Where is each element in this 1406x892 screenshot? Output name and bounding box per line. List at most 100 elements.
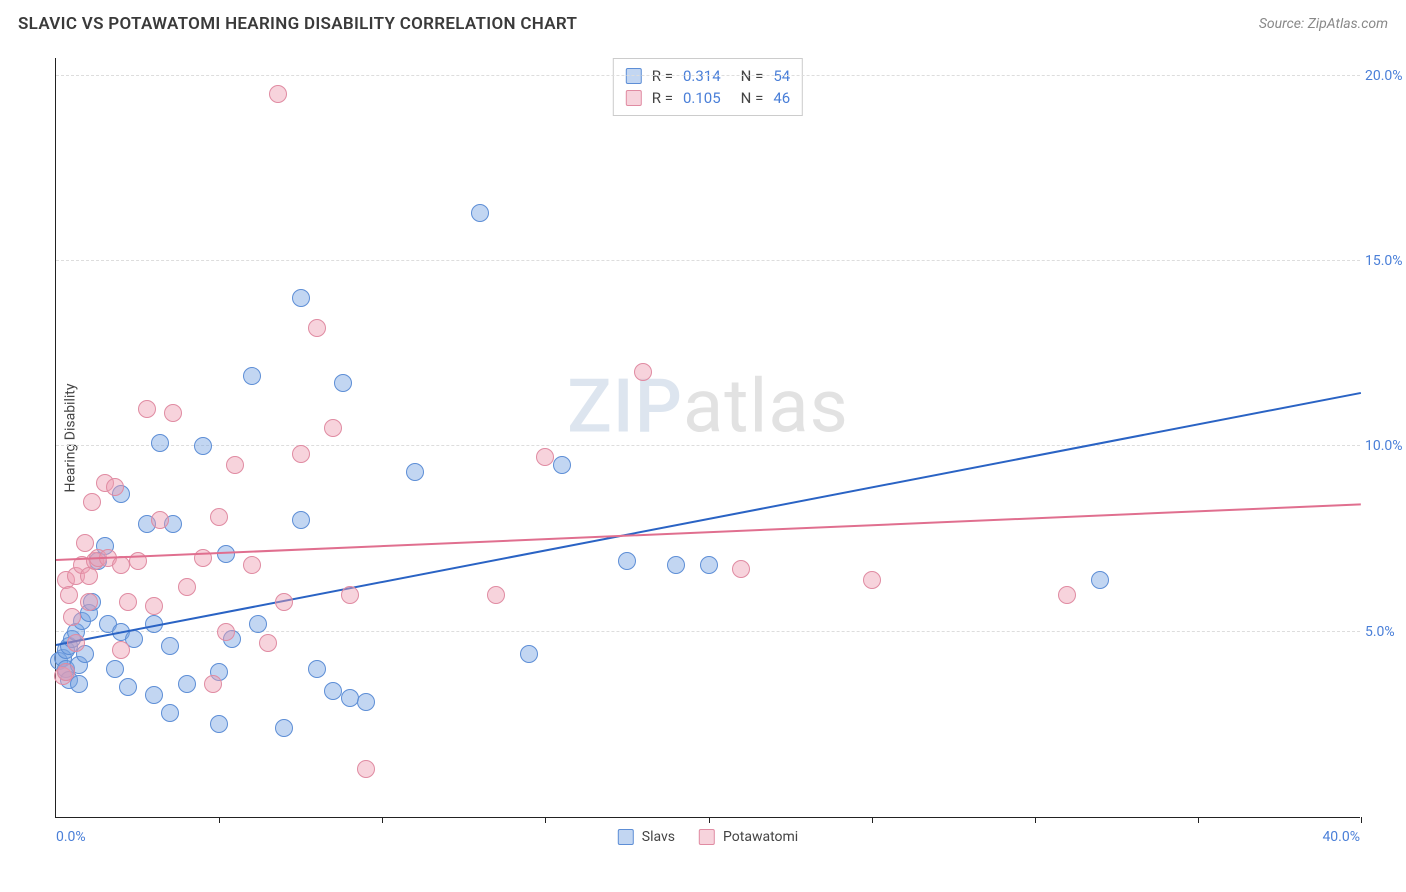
x-tick [709, 817, 710, 823]
scatter-point [618, 552, 636, 570]
scatter-point [471, 204, 489, 222]
x-tick [545, 817, 546, 823]
chart-title: SLAVIC VS POTAWATOMI HEARING DISABILITY … [18, 14, 577, 34]
scatter-point [67, 634, 85, 652]
scatter-point [151, 434, 169, 452]
scatter-point [259, 634, 277, 652]
scatter-point [178, 675, 196, 693]
legend-swatch [699, 829, 715, 845]
scatter-point [1058, 586, 1076, 604]
scatter-point [1091, 571, 1109, 589]
scatter-point [138, 400, 156, 418]
x-tick [1035, 817, 1036, 823]
y-tick-label: 15.0% [1365, 253, 1406, 269]
scatter-point [83, 493, 101, 511]
trend-line [56, 504, 1361, 562]
scatter-point [194, 437, 212, 455]
scatter-point [700, 556, 718, 574]
chart-header: SLAVIC VS POTAWATOMI HEARING DISABILITY … [18, 14, 1388, 34]
scatter-point [553, 456, 571, 474]
scatter-point [178, 578, 196, 596]
stats-n-value: 46 [773, 89, 790, 107]
stats-box: R = 0.314 N = 54 R = 0.105 N = 46 [613, 58, 803, 116]
y-axis-title: Hearing Disability [62, 383, 78, 492]
gridline [56, 260, 1360, 261]
scatter-point [119, 593, 137, 611]
scatter-point [243, 556, 261, 574]
scatter-point [324, 682, 342, 700]
scatter-point [487, 586, 505, 604]
x-tick [1361, 817, 1362, 823]
scatter-point [145, 597, 163, 615]
scatter-point [292, 289, 310, 307]
legend-item: Potawatomi [699, 829, 798, 845]
watermark-atlas: atlas [683, 364, 849, 451]
scatter-point [151, 511, 169, 529]
scatter-point [119, 678, 137, 696]
scatter-point [406, 463, 424, 481]
scatter-point [863, 571, 881, 589]
stats-n-label: N = [741, 67, 764, 85]
scatter-point [324, 419, 342, 437]
y-tick-label: 20.0% [1365, 68, 1406, 84]
scatter-point [164, 404, 182, 422]
scatter-point [63, 608, 81, 626]
scatter-point [210, 508, 228, 526]
stats-r-value: 0.314 [683, 67, 721, 85]
scatter-point [536, 448, 554, 466]
scatter-point [308, 660, 326, 678]
scatter-point [634, 363, 652, 381]
stats-r-value: 0.105 [683, 89, 721, 107]
stats-r-label: R = [652, 67, 673, 85]
stats-n-label: N = [741, 89, 764, 107]
legend-swatch [618, 829, 634, 845]
scatter-chart: Hearing Disability ZIPatlas 0.0% 40.0% R… [55, 58, 1360, 818]
scatter-point [217, 623, 235, 641]
scatter-point [520, 645, 538, 663]
source-attribution: Source: ZipAtlas.com [1259, 16, 1388, 32]
scatter-point [341, 586, 359, 604]
scatter-point [249, 615, 267, 633]
scatter-point [357, 693, 375, 711]
scatter-point [269, 85, 287, 103]
watermark: ZIPatlas [567, 364, 849, 451]
scatter-point [334, 374, 352, 392]
stats-row: R = 0.314 N = 54 [626, 65, 790, 87]
scatter-point [275, 593, 293, 611]
scatter-point [204, 675, 222, 693]
scatter-point [76, 534, 94, 552]
scatter-point [667, 556, 685, 574]
scatter-point [226, 456, 244, 474]
scatter-point [292, 511, 310, 529]
scatter-point [145, 686, 163, 704]
trend-line [56, 392, 1361, 646]
stats-n-value: 54 [773, 67, 790, 85]
stats-r-label: R = [652, 89, 673, 107]
stats-swatch [626, 68, 642, 84]
legend-label: Potawatomi [723, 829, 798, 845]
scatter-point [308, 319, 326, 337]
y-tick-label: 10.0% [1365, 438, 1406, 454]
gridline [56, 75, 1360, 76]
legend-item: Slavs [618, 829, 675, 845]
scatter-point [210, 715, 228, 733]
scatter-point [194, 549, 212, 567]
scatter-point [275, 719, 293, 737]
scatter-point [341, 689, 359, 707]
x-tick [382, 817, 383, 823]
stats-swatch [626, 90, 642, 106]
x-axis-min-label: 0.0% [56, 829, 86, 845]
x-tick [219, 817, 220, 823]
scatter-point [292, 445, 310, 463]
scatter-point [243, 367, 261, 385]
legend-label: Slavs [642, 829, 675, 845]
y-tick-label: 5.0% [1365, 624, 1406, 640]
scatter-point [732, 560, 750, 578]
scatter-point [161, 637, 179, 655]
x-tick [1198, 817, 1199, 823]
scatter-point [161, 704, 179, 722]
legend: Slavs Potawatomi [618, 829, 798, 845]
scatter-point [60, 586, 78, 604]
scatter-point [357, 760, 375, 778]
scatter-point [106, 478, 124, 496]
